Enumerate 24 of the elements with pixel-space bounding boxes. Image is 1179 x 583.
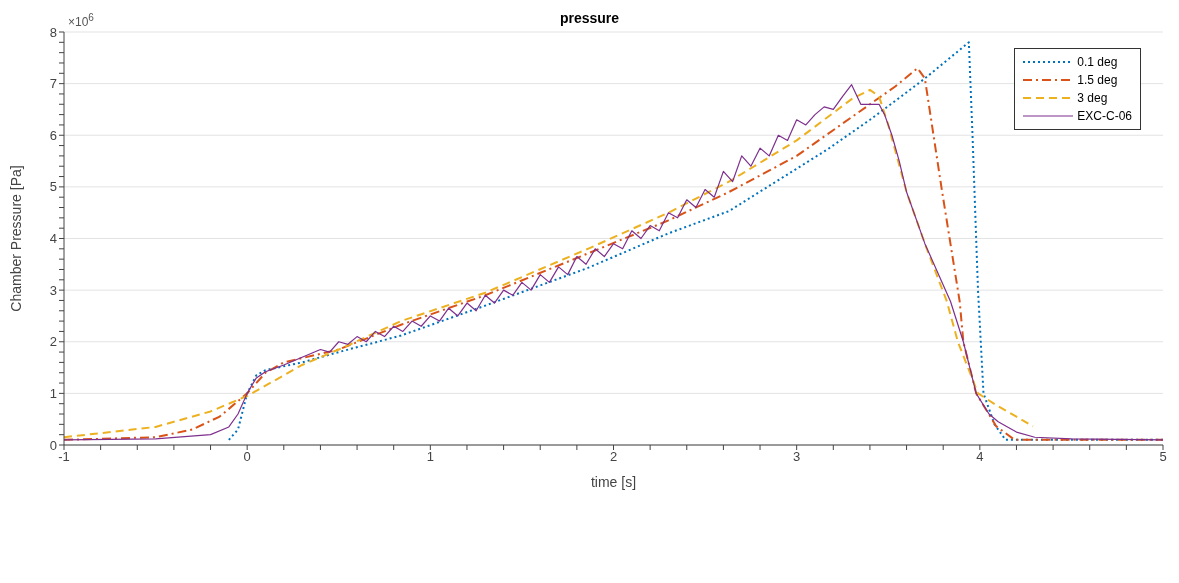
- y-axis-title: Chamber Pressure [Pa]: [7, 165, 24, 312]
- y-tick-label: 4: [49, 231, 57, 247]
- x-tick-label: 0: [243, 449, 251, 465]
- legend-label: 3 deg: [1077, 91, 1108, 105]
- x-tick-label: 5: [1159, 449, 1167, 465]
- x-tick-label: -1: [58, 449, 70, 465]
- chart-title: pressure: [559, 10, 620, 26]
- x-tick-label: 1: [426, 449, 434, 465]
- text: ×10$^{6}$: [68, 12, 94, 29]
- y-tick-label: 5: [49, 179, 57, 195]
- y-tick-label: 7: [49, 76, 57, 92]
- y-tick-label: 0: [49, 437, 57, 453]
- x-tick-label: 2: [609, 449, 618, 465]
- y-tick-label: 2: [49, 334, 57, 350]
- y-tick-label: 3: [49, 282, 57, 298]
- y-tick-label: 6: [49, 127, 57, 143]
- x-tick-label: 4: [976, 449, 984, 465]
- x-axis-title: time [s]: [590, 474, 637, 490]
- x-tick-label: 3: [793, 449, 801, 465]
- legend-label: EXC-C-06: [1077, 109, 1132, 123]
- legend-label: 0.1 deg: [1077, 55, 1118, 69]
- legend-label: 1.5 deg: [1077, 73, 1118, 87]
- y-tick-label: 1: [49, 385, 57, 401]
- y-tick-label: 8: [49, 24, 57, 40]
